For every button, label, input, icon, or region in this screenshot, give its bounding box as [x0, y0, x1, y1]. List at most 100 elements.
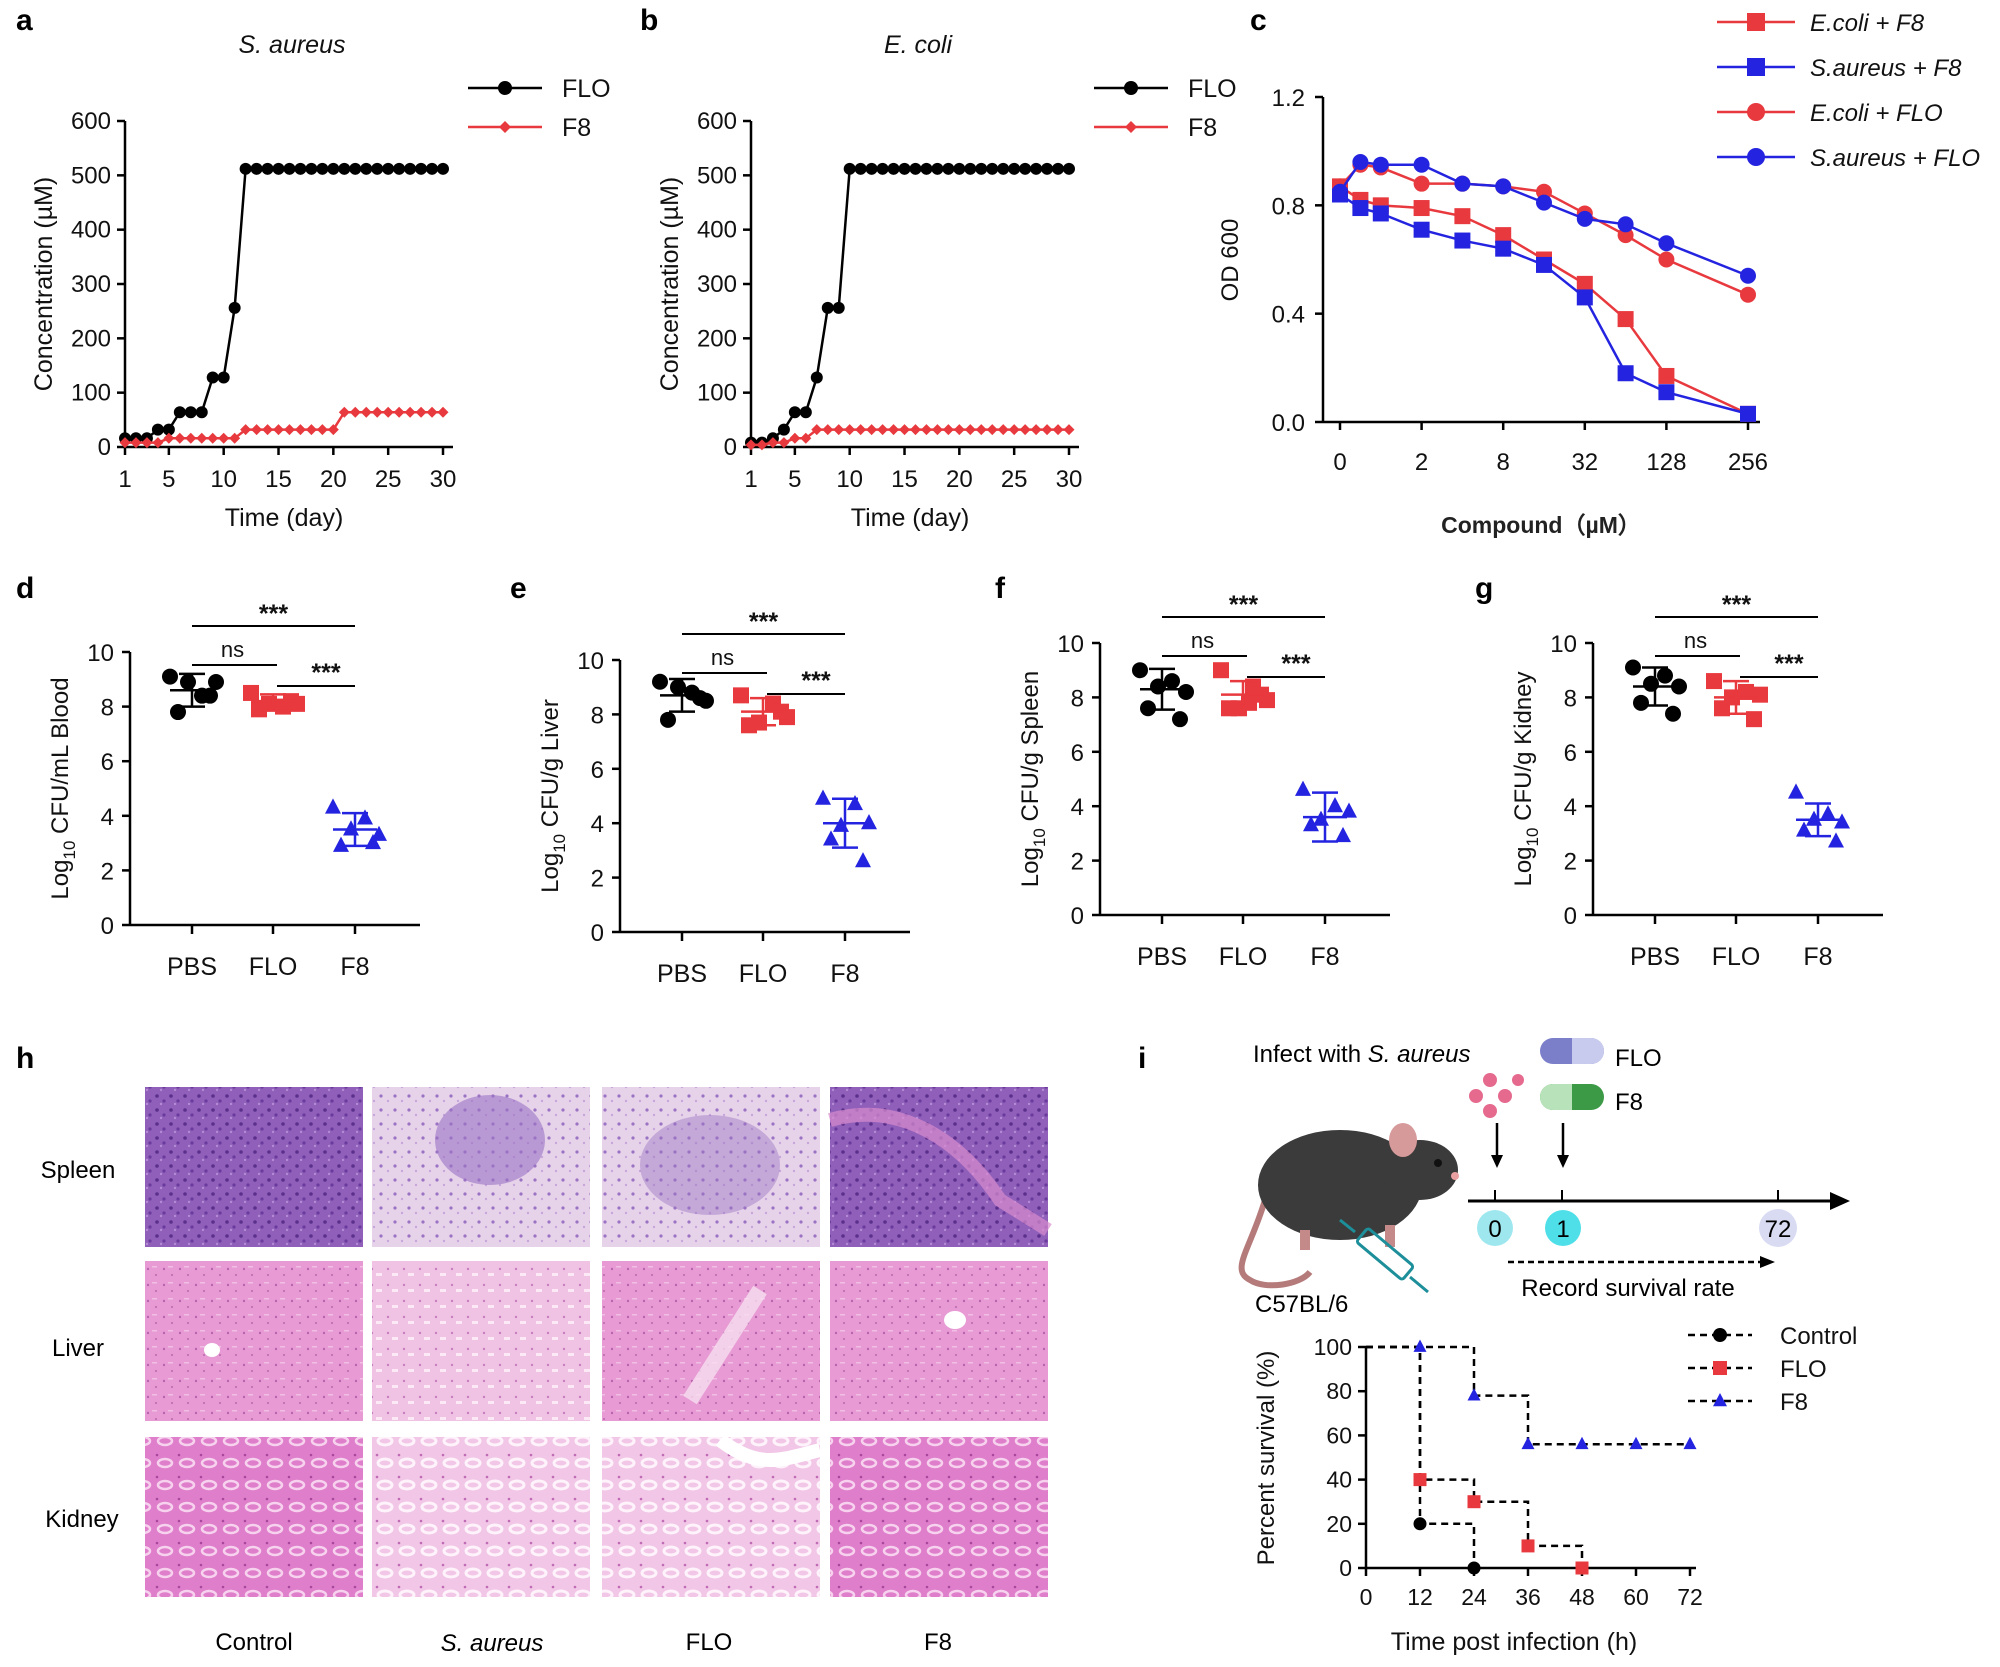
timeline-badge-72	[1759, 1209, 1797, 1247]
y-tick-label: 80	[1326, 1378, 1352, 1404]
x-tick-label: F8	[1310, 943, 1339, 971]
data-point	[163, 432, 175, 444]
histology-col-label-saureus: S. aureus	[441, 1630, 544, 1657]
data-point	[338, 162, 351, 175]
data-point	[305, 424, 317, 436]
x-tick-label: 15	[891, 466, 918, 493]
y-tick-label: 10	[1057, 631, 1084, 658]
series-line-flo	[125, 167, 443, 440]
data-point	[1576, 289, 1593, 306]
data-point	[1658, 251, 1675, 268]
data-point	[997, 424, 1009, 436]
survival-curve	[1366, 1345, 1584, 1568]
data-point	[261, 695, 277, 712]
panel-letter-b: b	[640, 4, 658, 37]
significance-label: ***	[259, 600, 288, 628]
x-tick-label: 60	[1623, 1584, 1649, 1610]
data-point	[1052, 162, 1065, 175]
data-point	[855, 424, 867, 436]
data-point	[975, 162, 988, 175]
data-point	[393, 162, 406, 175]
data-point	[1536, 194, 1552, 211]
data-point	[1796, 821, 1812, 837]
legend-label: S.aureus + F8	[1810, 55, 1962, 82]
data-point	[1172, 711, 1188, 728]
data-point	[1041, 424, 1053, 436]
y-tick-label: 500	[71, 162, 111, 189]
y-axis-label-log: Log	[537, 853, 564, 893]
data-point	[1413, 200, 1430, 217]
chart-panel-i: 0 20 40 60 80 100 0 12 24 36 48 60 72 Time post infec…	[1253, 1323, 1857, 1656]
data-point	[196, 432, 208, 444]
y-axis-label: Concentration (µM)	[656, 177, 684, 391]
data-point	[799, 406, 812, 419]
x-axis-label: Time post infection (h)	[1391, 1628, 1637, 1656]
data-point	[1327, 797, 1343, 813]
data-point	[800, 432, 812, 444]
data-point	[1746, 711, 1762, 728]
data-point	[261, 162, 274, 175]
data-point	[931, 162, 944, 175]
x-tick-label: 32	[1571, 449, 1598, 476]
y-tick-label: 20	[1326, 1511, 1352, 1537]
data-point	[1495, 178, 1512, 195]
timeline-label-0: 0	[1488, 1216, 1501, 1243]
legend-marker	[1747, 13, 1765, 31]
legend-label: FLO	[562, 75, 611, 103]
data-point	[343, 820, 359, 836]
data-point	[789, 432, 801, 444]
data-point	[250, 162, 263, 175]
data-point	[229, 432, 241, 444]
data-point	[1063, 162, 1075, 175]
y-tick-label: 0	[101, 913, 114, 940]
data-point	[810, 371, 823, 384]
y-tick-label: 4	[101, 804, 114, 831]
histology-col-label-f8: F8	[924, 1629, 952, 1656]
y-tick-label: 40	[1326, 1467, 1352, 1493]
y-tick-label: 0	[1339, 1555, 1352, 1581]
series-line-flo	[751, 167, 1069, 444]
x-tick-label: F8	[830, 960, 859, 988]
record-survival-label: Record survival rate	[1521, 1275, 1734, 1302]
y-tick-label: 2	[101, 858, 114, 885]
data-point	[415, 162, 428, 175]
histology-image-spleen-control	[145, 1087, 363, 1247]
data-point	[162, 423, 175, 436]
y-axis-label-log: Log	[1017, 847, 1044, 887]
significance-label: ***	[1774, 650, 1803, 678]
data-point	[173, 406, 186, 419]
timeline-badge-0	[1477, 1210, 1513, 1246]
legend-marker	[1747, 58, 1765, 76]
data-point	[185, 432, 197, 444]
y-axis-label: Percent survival (%)	[1253, 1351, 1280, 1566]
data-point	[426, 162, 439, 175]
x-axis-label: Time (day)	[851, 504, 970, 532]
legend-label: F8	[562, 114, 591, 142]
legend-marker	[1713, 1361, 1727, 1375]
data-point	[1536, 256, 1552, 273]
data-point	[660, 711, 676, 728]
data-point	[1213, 662, 1229, 679]
data-point	[778, 437, 790, 449]
data-point	[811, 424, 823, 436]
data-point	[305, 162, 318, 175]
data-point	[349, 162, 362, 175]
y-tick-label: 2	[591, 866, 604, 893]
histology-image-liver-f8	[830, 1261, 1048, 1421]
data-point	[1658, 235, 1675, 252]
y-tick-label: 100	[71, 380, 111, 407]
data-point	[1665, 705, 1681, 722]
schematic-infect-species: S. aureus	[1368, 1041, 1471, 1068]
y-tick-label: 4	[591, 811, 604, 838]
series-line	[1339, 193, 1749, 416]
data-point	[404, 406, 416, 418]
data-point	[1372, 156, 1389, 173]
y-tick-label: 100	[1314, 1334, 1352, 1360]
y-tick-label: 0.4	[1272, 302, 1305, 329]
data-point	[283, 424, 295, 436]
data-point	[294, 424, 306, 436]
data-point	[822, 424, 834, 436]
data-point	[1467, 1495, 1481, 1509]
